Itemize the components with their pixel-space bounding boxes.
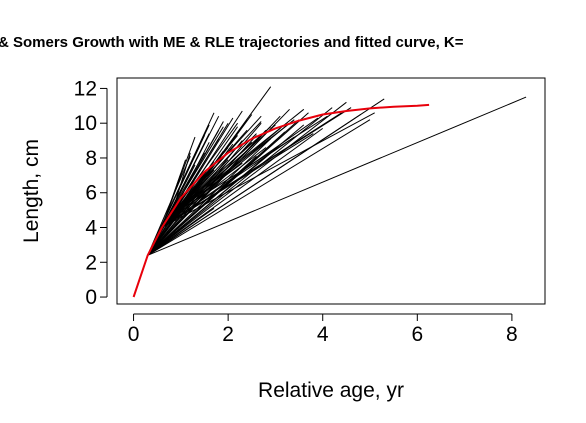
trajectory-line-4	[147, 96, 527, 256]
trajectory-line-61	[161, 107, 352, 228]
x-tick-label: 6	[411, 323, 423, 346]
x-axis: 0 2 4 6 8	[128, 313, 518, 346]
y-tick-label: 2	[85, 251, 97, 274]
y-tick-label: 0	[85, 286, 97, 309]
y-tick-label: 8	[85, 147, 97, 170]
trajectory-line-44	[161, 147, 267, 228]
trajectory-line-79	[171, 157, 224, 216]
x-tick-label: 4	[317, 323, 329, 346]
trajectory-line-72	[171, 115, 328, 216]
y-tick-label: 10	[74, 112, 97, 135]
chart-title: & Somers Growth with ME & RLE trajectori…	[0, 34, 464, 51]
y-tick-label: 4	[85, 217, 97, 240]
y-axis-label: Length, cm	[20, 139, 43, 243]
trajectory-line-65	[161, 128, 281, 228]
trajectory-line-49	[161, 124, 276, 228]
x-tick-label: 2	[222, 323, 234, 346]
trajectory-line-70	[171, 126, 272, 216]
y-tick-label: 12	[74, 77, 97, 100]
trajectory-line-6	[147, 101, 347, 256]
y-tick-label: 6	[85, 182, 97, 205]
trajectory-line-62	[161, 112, 375, 228]
trajectory-line-50	[161, 117, 319, 228]
x-tick-label: 0	[128, 323, 140, 346]
trajectory-line-59	[161, 173, 182, 228]
trajectory-line-75	[170, 152, 191, 216]
trajectories-layer	[147, 86, 527, 256]
plot-area-frame	[116, 77, 546, 305]
x-axis-label: Relative age, yr	[258, 379, 404, 402]
trajectory-line-76	[170, 122, 229, 216]
trajectory-line-7	[147, 119, 371, 256]
trajectory-line-29	[147, 114, 361, 256]
fitted-curve-line	[132, 103, 430, 298]
trajectory-line-80	[171, 162, 243, 216]
fitted-curve-layer	[132, 103, 430, 298]
trajectory-line-52	[161, 115, 220, 228]
x-tick-label: 8	[506, 323, 518, 346]
y-axis: 0 2 4 6 8 10 12	[74, 77, 108, 309]
